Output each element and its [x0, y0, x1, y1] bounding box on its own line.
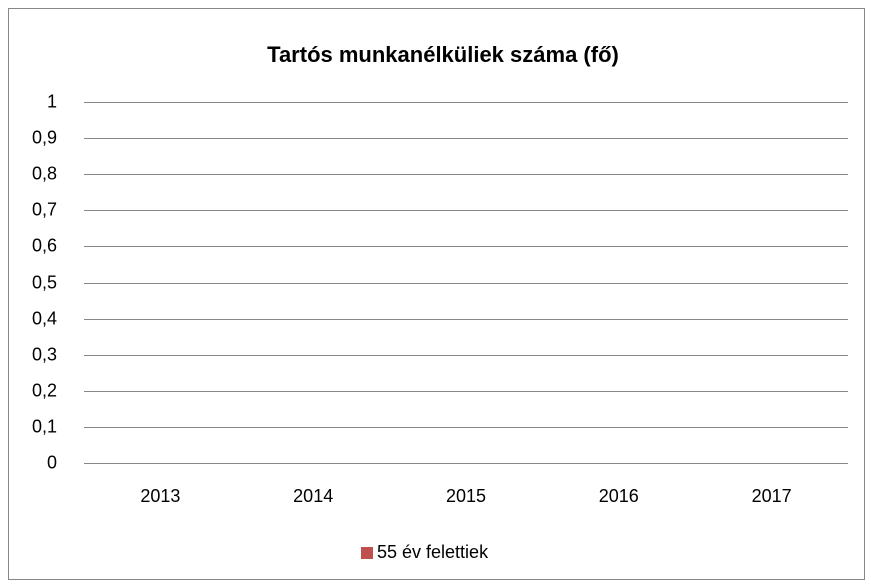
y-tick-label: 1	[47, 91, 57, 111]
chart-title: Tartós munkanélküliek száma (fő)	[267, 42, 619, 67]
y-tick-label: 0,8	[32, 163, 57, 183]
x-tick-label: 2013	[140, 486, 180, 506]
x-tick-label: 2015	[446, 486, 486, 506]
legend-swatch	[361, 547, 373, 559]
y-tick-label: 0,9	[32, 127, 57, 147]
y-tick-label: 0,3	[32, 344, 57, 364]
y-tick-label: 0,1	[32, 416, 57, 436]
y-tick-label: 0,7	[32, 199, 57, 219]
x-tick-label: 2016	[599, 486, 639, 506]
legend-label: 55 év felettiek	[377, 542, 489, 562]
x-tick-label: 2017	[752, 486, 792, 506]
y-tick-label: 0,4	[32, 308, 57, 328]
y-tick-label: 0,6	[32, 235, 57, 255]
y-tick-label: 0	[47, 452, 57, 472]
y-tick-label: 0,2	[32, 380, 57, 400]
chart-border	[8, 8, 865, 580]
y-tick-label: 0,5	[32, 272, 57, 292]
x-tick-label: 2014	[293, 486, 333, 506]
